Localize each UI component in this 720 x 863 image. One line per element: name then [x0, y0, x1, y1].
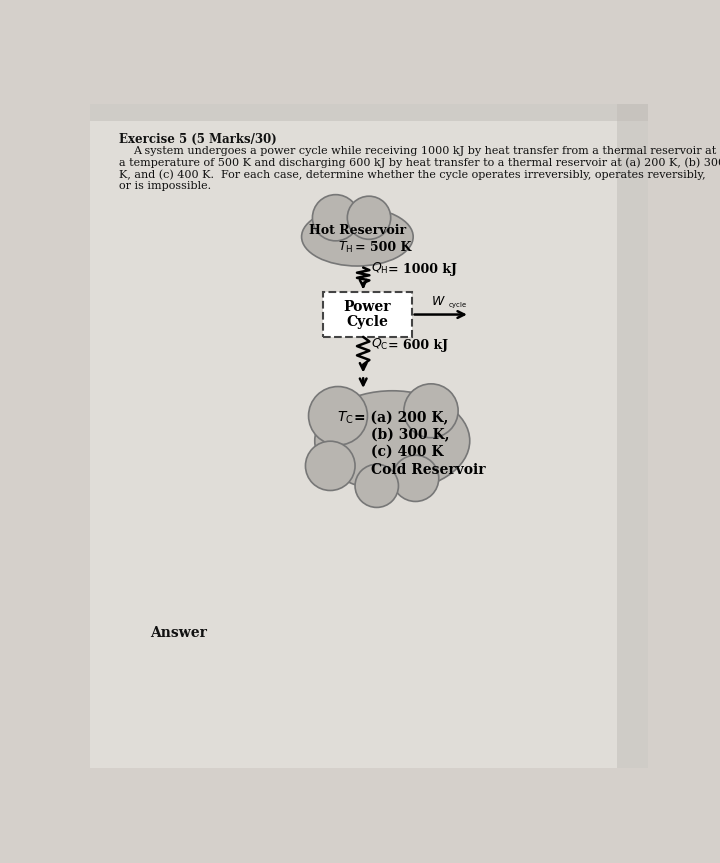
- Text: = 600 kJ: = 600 kJ: [388, 339, 448, 352]
- Text: A system undergoes a power cycle while receiving 1000 kJ by heat transfer from a: A system undergoes a power cycle while r…: [132, 146, 716, 156]
- Circle shape: [404, 384, 458, 438]
- Text: K, and (c) 400 K.  For each case, determine whether the cycle operates irreversi: K, and (c) 400 K. For each case, determi…: [120, 169, 706, 180]
- Text: = 500 K: = 500 K: [355, 241, 411, 254]
- Text: Power: Power: [343, 299, 391, 314]
- Text: (c) 400 K: (c) 400 K: [371, 444, 444, 458]
- Circle shape: [312, 195, 359, 241]
- Text: (b) 300 K,: (b) 300 K,: [371, 427, 449, 442]
- Text: Hot Reservoir: Hot Reservoir: [309, 224, 406, 237]
- Bar: [90, 104, 648, 122]
- Text: a temperature of 500 K and discharging 600 kJ by heat transfer to a thermal rese: a temperature of 500 K and discharging 6…: [120, 157, 720, 168]
- Text: Cold Reservoir: Cold Reservoir: [371, 463, 485, 477]
- Text: $T_\mathrm{C}$: $T_\mathrm{C}$: [337, 410, 354, 426]
- Text: Answer: Answer: [150, 626, 207, 639]
- FancyBboxPatch shape: [323, 293, 412, 337]
- Text: $Q_\mathrm{C}$: $Q_\mathrm{C}$: [371, 337, 388, 352]
- Text: $T_\mathrm{H}$: $T_\mathrm{H}$: [338, 240, 354, 255]
- Ellipse shape: [302, 207, 413, 266]
- Text: = (a) 200 K,: = (a) 200 K,: [354, 411, 448, 425]
- Circle shape: [309, 387, 367, 445]
- Circle shape: [347, 196, 391, 239]
- Text: Cycle: Cycle: [346, 315, 388, 330]
- Circle shape: [392, 456, 438, 501]
- Text: = 1000 kJ: = 1000 kJ: [388, 263, 457, 276]
- Circle shape: [305, 441, 355, 490]
- Text: $_\mathrm{cycle}$: $_\mathrm{cycle}$: [448, 301, 467, 312]
- Text: or is impossible.: or is impossible.: [120, 180, 212, 191]
- Text: Exercise 5 (5 Marks/30): Exercise 5 (5 Marks/30): [120, 133, 277, 146]
- Bar: [617, 104, 648, 768]
- Text: $Q_\mathrm{H}$: $Q_\mathrm{H}$: [371, 261, 389, 276]
- Circle shape: [355, 464, 398, 507]
- Text: $W$: $W$: [431, 295, 446, 308]
- Ellipse shape: [315, 391, 469, 491]
